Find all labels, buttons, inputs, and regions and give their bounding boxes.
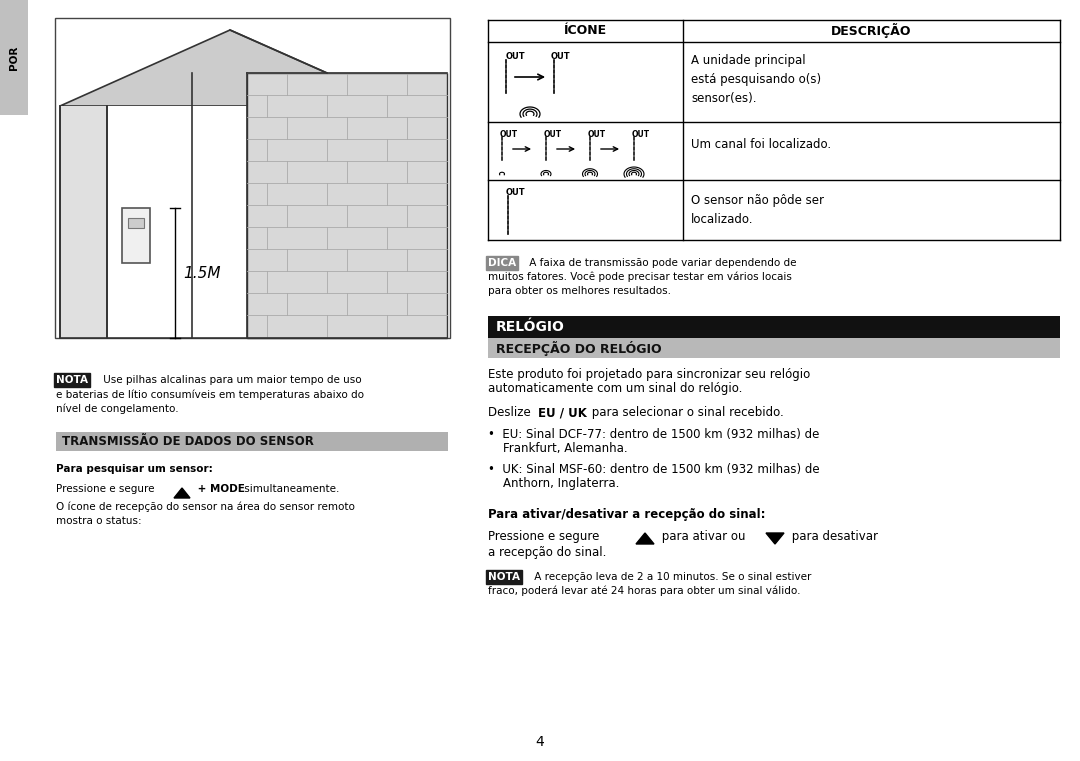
Bar (488, 316, 1059, 338)
Polygon shape (766, 533, 784, 544)
Text: O sensor não pôde ser
localizado.: O sensor não pôde ser localizado. (691, 194, 824, 226)
Text: mostra o status:: mostra o status: (56, 516, 141, 526)
Bar (107, 106, 247, 338)
Text: •  EU: Sinal DCF-77: dentro de 1500 km (932 milhas) de: • EU: Sinal DCF-77: dentro de 1500 km (9… (488, 428, 820, 441)
Text: OUT: OUT (588, 130, 606, 139)
Text: para obter os melhores resultados.: para obter os melhores resultados. (488, 286, 671, 296)
Polygon shape (636, 533, 654, 544)
Bar (0, 0, 28, 115)
Text: Para ativar/desativar a recepção do sinal:: Para ativar/desativar a recepção do sina… (488, 508, 766, 521)
Text: RECEPÇÃO DO RELÓGIO: RECEPÇÃO DO RELÓGIO (496, 340, 662, 355)
Text: e baterias de lítio consumíveis em temperaturas abaixo do: e baterias de lítio consumíveis em tempe… (56, 389, 364, 400)
Bar (247, 73, 447, 338)
Text: muitos fatores. Você pode precisar testar em vários locais: muitos fatores. Você pode precisar testa… (488, 272, 792, 282)
Text: Frankfurt, Alemanha.: Frankfurt, Alemanha. (488, 442, 627, 455)
Text: + MODE: + MODE (194, 484, 245, 494)
Text: Pressione e segure: Pressione e segure (56, 484, 161, 494)
Bar (129, 218, 144, 228)
Text: fraco, poderá levar até 24 horas para obter um sinal válido.: fraco, poderá levar até 24 horas para ob… (488, 586, 800, 597)
Text: simultaneamente.: simultaneamente. (241, 484, 339, 494)
Text: A unidade principal
está pesquisando o(s)
sensor(es).: A unidade principal está pesquisando o(s… (691, 54, 821, 105)
Text: A faixa de transmissão pode variar dependendo de: A faixa de transmissão pode variar depen… (526, 258, 797, 268)
Text: O ícone de recepção do sensor na área do sensor remoto: O ícone de recepção do sensor na área do… (56, 502, 355, 512)
Text: Este produto foi projetado para sincronizar seu relógio: Este produto foi projetado para sincroni… (488, 368, 810, 381)
Text: para desativar: para desativar (788, 530, 878, 543)
Bar (55, 18, 450, 338)
Text: 1.5M: 1.5M (183, 266, 220, 281)
Bar (60, 106, 107, 338)
Text: NOTA: NOTA (488, 572, 519, 582)
Text: OUT: OUT (551, 52, 570, 61)
Text: •  UK: Sinal MSF-60: dentro de 1500 km (932 milhas) de: • UK: Sinal MSF-60: dentro de 1500 km (9… (488, 463, 820, 476)
Text: TRANSMISSÃO DE DADOS DO SENSOR: TRANSMISSÃO DE DADOS DO SENSOR (62, 435, 314, 448)
Text: OUT: OUT (500, 130, 518, 139)
Text: DESCRIÇÃO: DESCRIÇÃO (831, 24, 912, 39)
Text: POR: POR (9, 46, 19, 70)
Text: ÍCONE: ÍCONE (564, 24, 607, 37)
Text: OUT: OUT (544, 130, 562, 139)
Bar (56, 432, 448, 451)
Text: automaticamente com um sinal do relógio.: automaticamente com um sinal do relógio. (488, 382, 742, 395)
Text: a recepção do sinal.: a recepção do sinal. (488, 546, 606, 559)
Polygon shape (60, 30, 327, 106)
Text: para ativar ou: para ativar ou (658, 530, 753, 543)
Text: nível de congelamento.: nível de congelamento. (56, 403, 178, 413)
Text: Pressione e segure: Pressione e segure (488, 530, 607, 543)
Text: OUT: OUT (632, 130, 650, 139)
Text: NOTA: NOTA (56, 375, 87, 385)
Text: para selecionar o sinal recebido.: para selecionar o sinal recebido. (588, 406, 784, 419)
Text: Anthorn, Inglaterra.: Anthorn, Inglaterra. (488, 477, 619, 490)
Text: A recepção leva de 2 a 10 minutos. Se o sinal estiver: A recepção leva de 2 a 10 minutos. Se o … (531, 572, 811, 582)
Text: Um canal foi localizado.: Um canal foi localizado. (691, 138, 832, 151)
Bar (488, 338, 1059, 358)
Text: Para pesquisar um sensor:: Para pesquisar um sensor: (56, 464, 213, 474)
Text: EU / UK: EU / UK (538, 406, 586, 419)
Text: OUT: OUT (507, 188, 526, 197)
Text: DICA: DICA (488, 258, 516, 268)
Bar (122, 208, 150, 263)
Text: 4: 4 (536, 735, 544, 749)
Text: Use pilhas alcalinas para um maior tempo de uso: Use pilhas alcalinas para um maior tempo… (100, 375, 362, 385)
Text: Deslize: Deslize (488, 406, 535, 419)
Polygon shape (174, 488, 190, 498)
Text: OUT: OUT (507, 52, 526, 61)
Text: RELÓGIO: RELÓGIO (496, 320, 565, 334)
